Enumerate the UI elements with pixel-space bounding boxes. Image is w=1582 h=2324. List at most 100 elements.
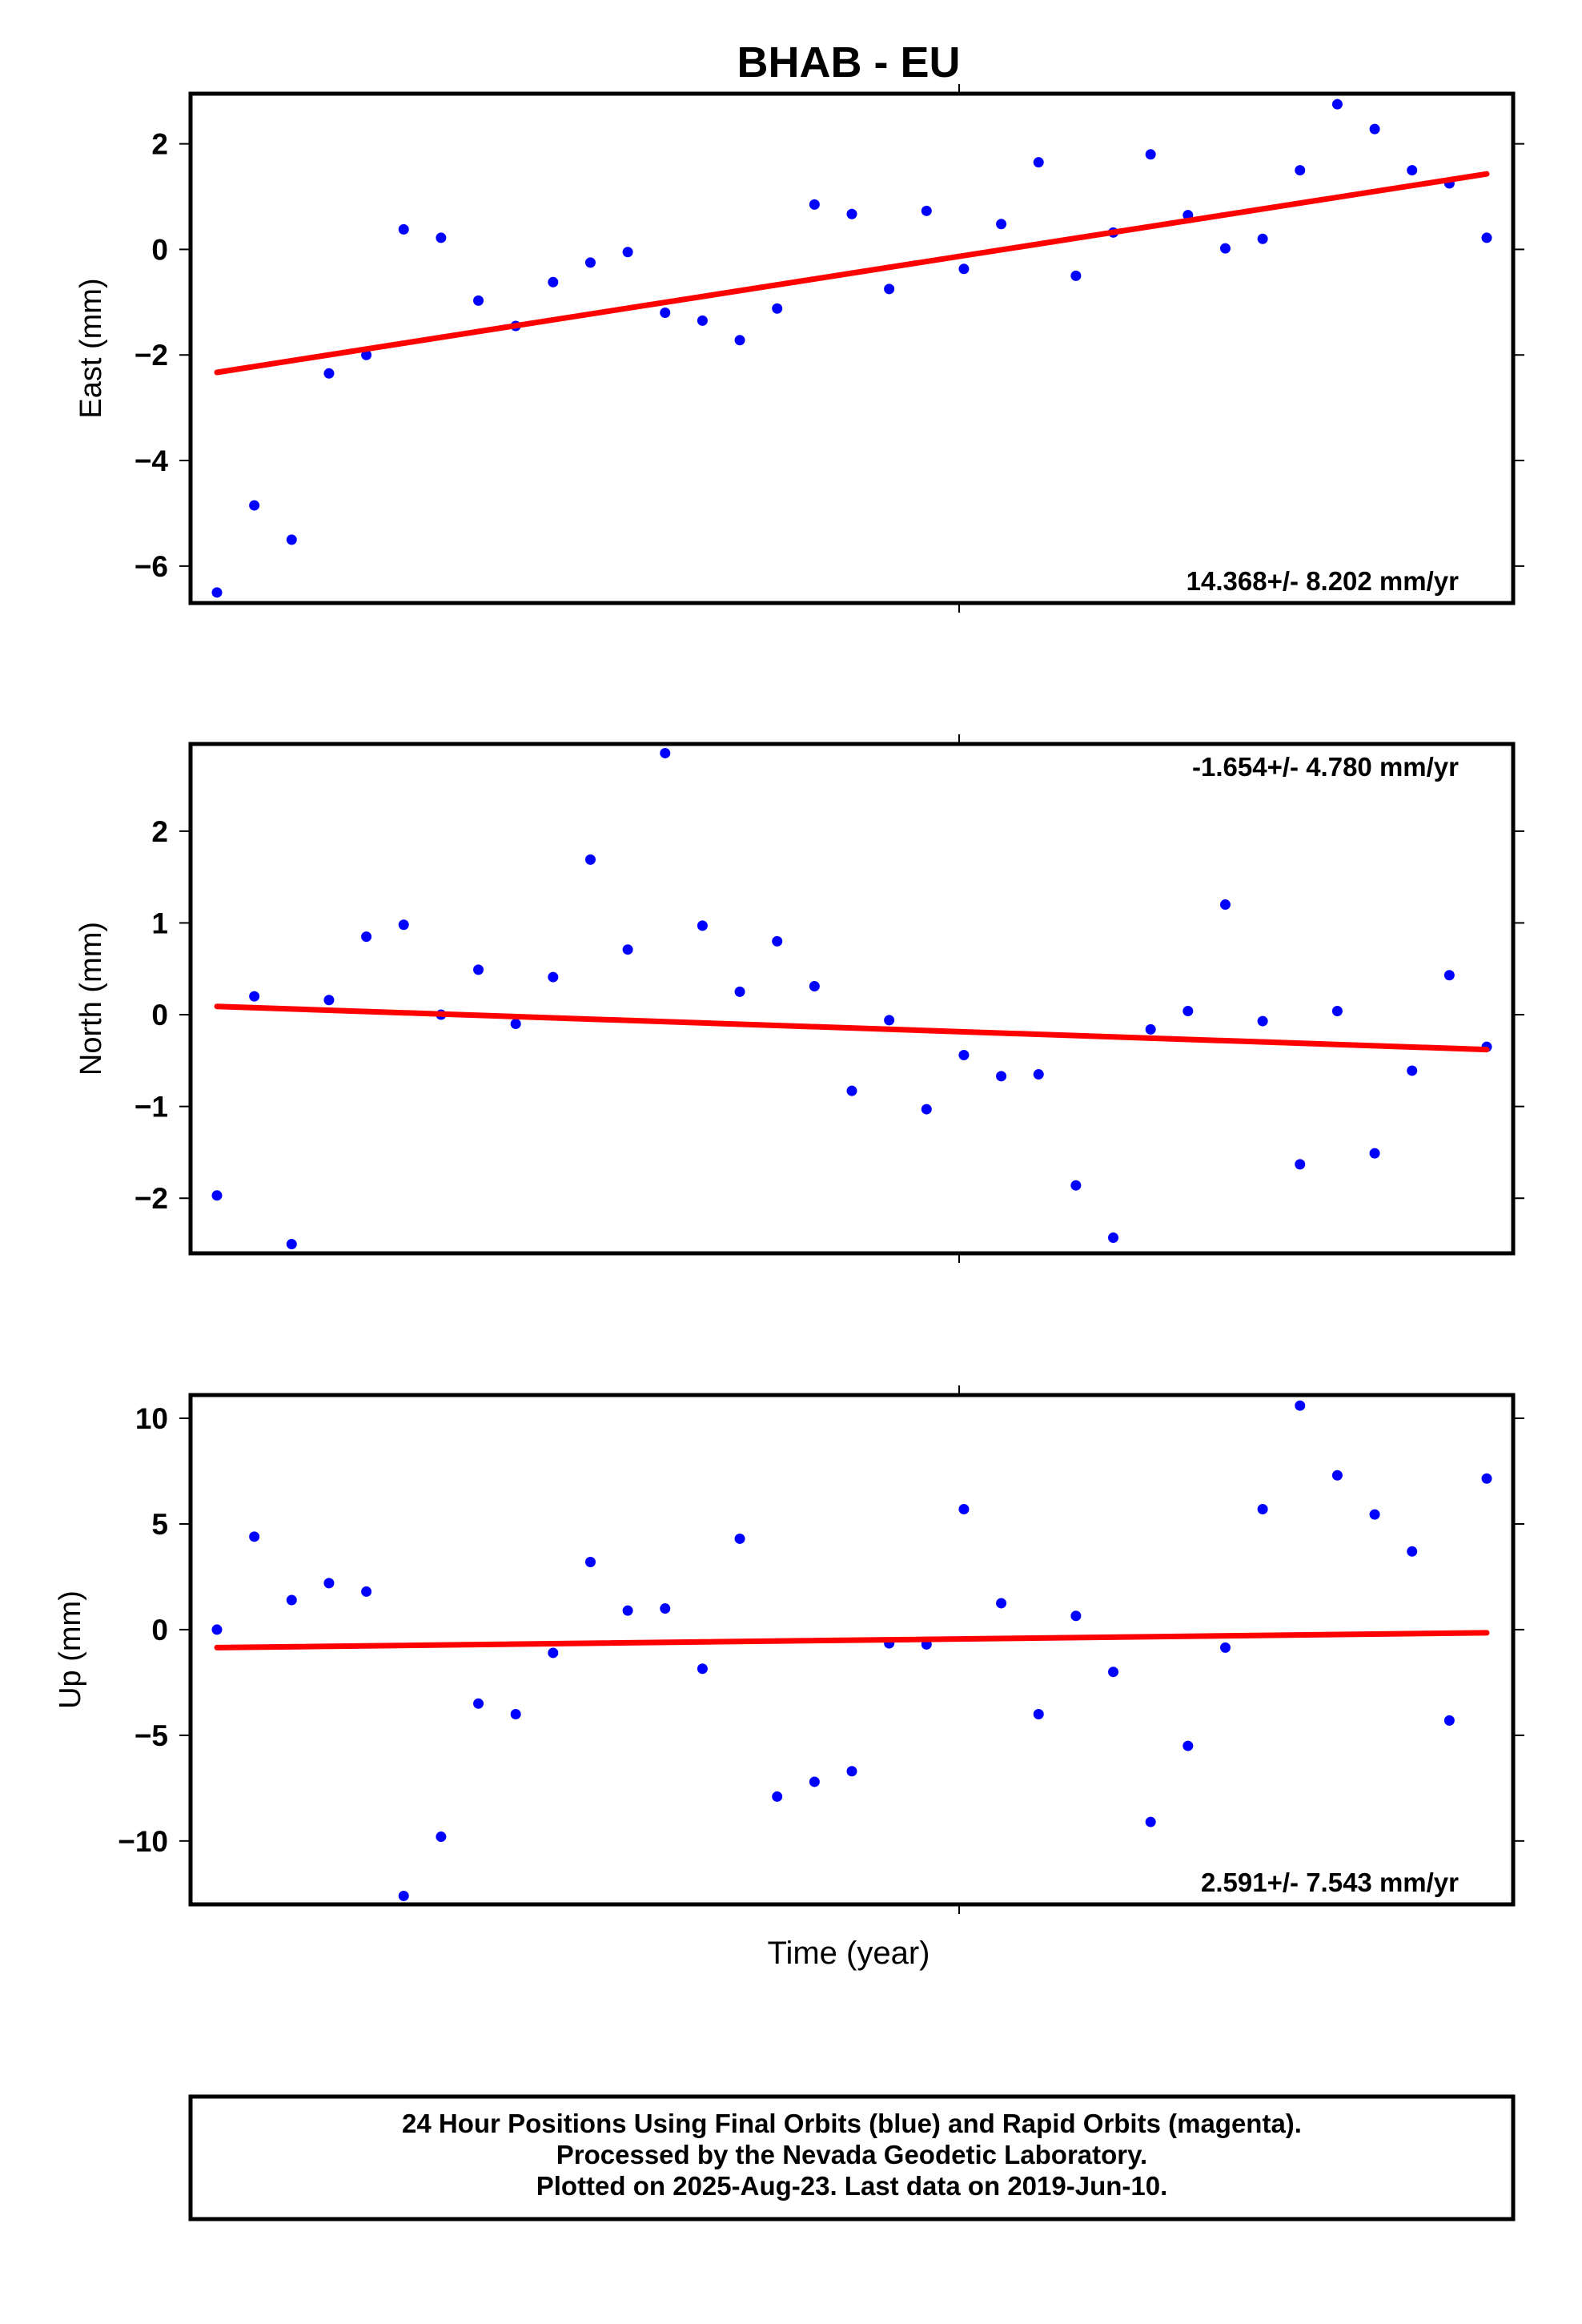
north-y-tick-label: −1 <box>135 1091 168 1124</box>
north-data-point <box>846 1085 857 1096</box>
east-data-point <box>1257 233 1268 244</box>
east-data-point <box>473 295 484 306</box>
east-data-point <box>1145 149 1156 160</box>
up-y-tick-label: 5 <box>151 1508 168 1541</box>
north-data-point <box>1219 899 1231 911</box>
chart-title: BHAB - EU <box>737 38 961 86</box>
panels: 2 0 −2 −4 −6 East (mm) 14.368+/- 8.202 mm/yr 2 1… <box>54 84 1524 1914</box>
up-trend-line <box>214 1630 1490 1651</box>
up-data-point <box>697 1663 708 1675</box>
north-data-point <box>772 935 783 947</box>
north-data-point <box>660 747 671 758</box>
east-data-point <box>809 199 820 210</box>
east-data-point <box>1070 270 1082 281</box>
north-data-point <box>958 1049 970 1060</box>
north-data-point <box>249 991 260 1002</box>
east-data-point <box>1295 165 1306 176</box>
up-data-point <box>660 1603 671 1614</box>
north-plot-frame <box>188 742 1516 1256</box>
north-data-point <box>697 920 708 931</box>
north-y-tick-label: 1 <box>151 907 168 939</box>
up-y-axis-label: Up (mm) <box>54 1590 87 1709</box>
up-rate-label: 2.591+/- 7.543 mm/yr <box>1201 1868 1459 1897</box>
north-data-point <box>286 1239 297 1250</box>
north-data-point <box>1369 1148 1380 1159</box>
up-data-point <box>996 1598 1007 1609</box>
north-rate-label: -1.654+/- 4.780 mm/yr <box>1192 752 1459 782</box>
north-data-point <box>211 1190 223 1201</box>
up-data-point <box>510 1708 521 1719</box>
east-data-point <box>361 349 372 360</box>
north-data-point <box>884 1015 895 1026</box>
up-data-point <box>958 1504 970 1515</box>
east-data-point <box>1369 123 1380 135</box>
up-y-tick-label: −10 <box>118 1825 168 1858</box>
up-data-point <box>1219 1642 1231 1653</box>
north-y-tick-label: 2 <box>151 815 168 848</box>
up-data-point <box>548 1647 559 1659</box>
up-data-point <box>286 1594 297 1606</box>
north-data-point <box>1257 1015 1268 1027</box>
east-y-axis-label: East (mm) <box>74 278 108 418</box>
east-y-tick-label: 2 <box>151 128 168 161</box>
up-y-tick-label: 0 <box>151 1614 168 1647</box>
east-data-point <box>622 247 633 258</box>
east-y-tick-label: −4 <box>135 444 169 477</box>
north-data-point <box>548 971 559 983</box>
north-data-point <box>1108 1232 1119 1244</box>
north-y-tick-label: 0 <box>151 999 168 1031</box>
east-plot-frame <box>188 91 1516 605</box>
north-data-point <box>361 931 372 943</box>
east-data-point <box>249 500 260 511</box>
east-data-point <box>921 205 932 216</box>
east-data-point <box>884 283 895 295</box>
x-axis-label: Time (year) <box>768 1936 930 1971</box>
up-data-point <box>323 1578 335 1589</box>
north-data-point <box>1295 1159 1306 1170</box>
north-data-point <box>1443 970 1455 981</box>
footer-line-3: Plotted on 2025-Aug-23. Last data on 201… <box>536 2171 1168 2201</box>
east-data-point <box>211 587 223 598</box>
north-trend-line <box>214 1003 1490 1053</box>
east-data-point <box>958 263 970 275</box>
up-data-point <box>1108 1667 1119 1678</box>
east-data-point <box>1407 165 1418 176</box>
up-panel: 10 5 0 −5 −10 Up (mm) 2.591+/- 7.543 mm/yr <box>54 1385 1524 1914</box>
up-data-point <box>1407 1546 1418 1557</box>
east-data-point <box>734 335 745 346</box>
up-data-point <box>398 1890 409 1901</box>
north-data-point <box>1145 1023 1156 1035</box>
footer-line-1: 24 Hour Positions Using Final Orbits (bl… <box>402 2109 1302 2138</box>
east-data-point <box>846 208 857 219</box>
north-y-axis-label: North (mm) <box>74 922 108 1076</box>
up-data-point <box>249 1531 260 1542</box>
up-data-point <box>211 1624 223 1635</box>
east-data-point <box>584 257 596 268</box>
north-data-point <box>1407 1065 1418 1076</box>
north-data-point <box>584 854 596 865</box>
north-data-point <box>996 1071 1007 1082</box>
east-data-point <box>772 303 783 314</box>
up-data-point <box>1070 1610 1082 1622</box>
east-y-tick-label: −6 <box>135 550 168 583</box>
north-data-point <box>323 995 335 1006</box>
up-data-point <box>1331 1470 1343 1481</box>
north-data-point <box>622 944 633 955</box>
up-data-point <box>1295 1400 1306 1411</box>
up-data-point <box>1481 1473 1492 1484</box>
east-y-tick-label: −2 <box>135 339 168 372</box>
north-data-point <box>510 1019 521 1030</box>
up-plot-frame <box>188 1393 1516 1907</box>
north-data-point <box>1070 1180 1082 1191</box>
east-y-tick-label: 0 <box>151 233 168 266</box>
east-data-point <box>398 223 409 235</box>
footer-box <box>188 2094 1516 2221</box>
up-data-point <box>772 1791 783 1802</box>
north-data-point <box>398 919 409 931</box>
east-data-point <box>1033 157 1044 168</box>
east-data-point <box>323 368 335 379</box>
up-y-tick-label: −5 <box>135 1719 168 1752</box>
east-data-point <box>996 219 1007 230</box>
footer-line-2: Processed by the Nevada Geodetic Laborat… <box>556 2140 1147 2169</box>
east-rate-label: 14.368+/- 8.202 mm/yr <box>1186 566 1459 596</box>
